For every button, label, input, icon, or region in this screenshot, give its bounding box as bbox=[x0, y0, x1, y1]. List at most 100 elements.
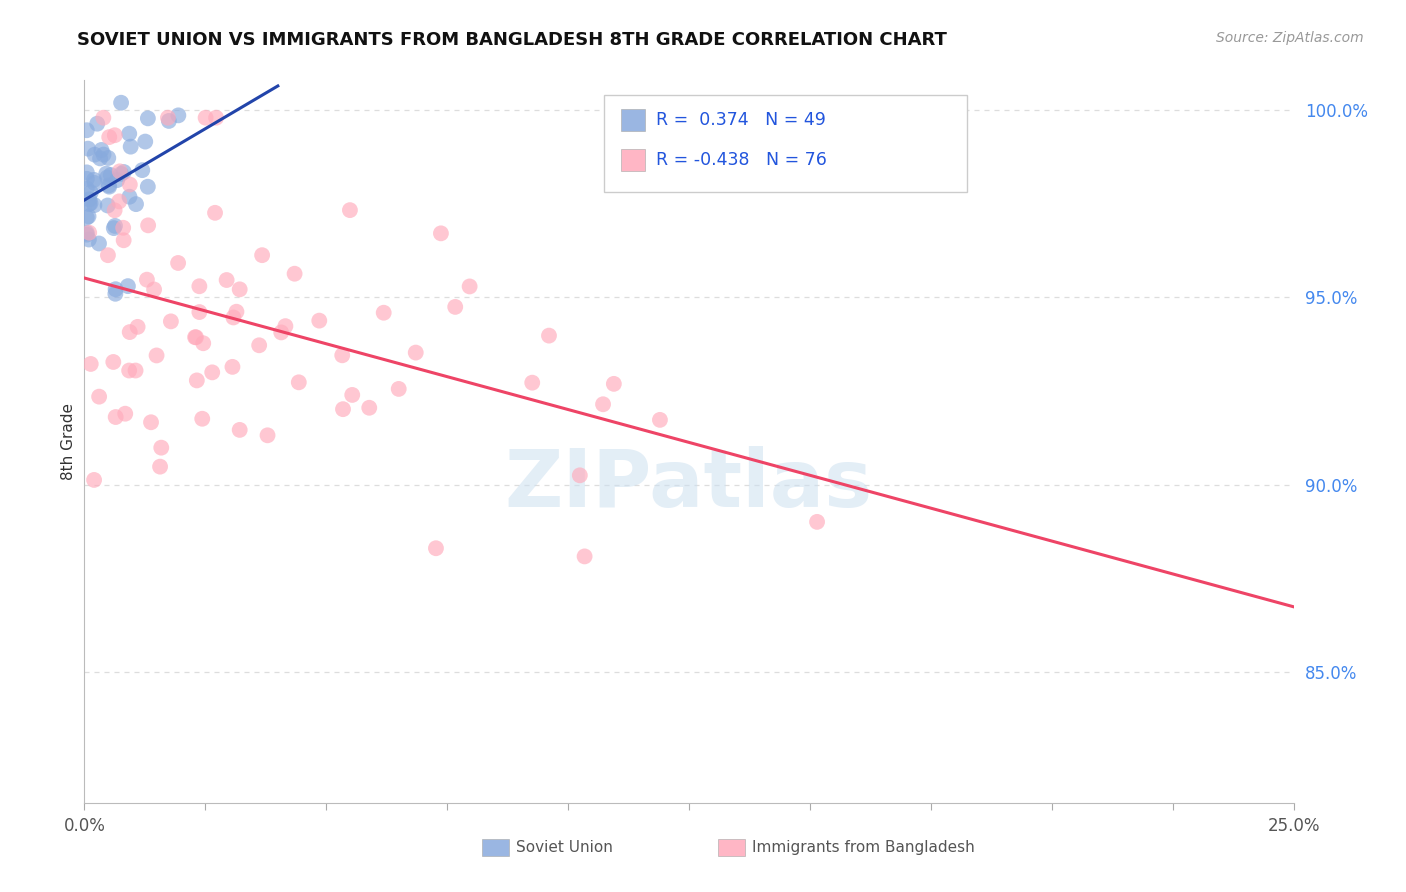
Point bbox=[118, 127, 141, 141]
Point bbox=[90, 143, 112, 157]
Point bbox=[118, 325, 141, 339]
Point bbox=[108, 164, 131, 178]
Point bbox=[150, 441, 173, 455]
Point bbox=[458, 279, 481, 293]
Point bbox=[603, 376, 626, 391]
Point bbox=[104, 219, 127, 233]
Text: ZIPatlas: ZIPatlas bbox=[505, 446, 873, 524]
Point bbox=[405, 345, 427, 359]
Point bbox=[98, 179, 121, 194]
Point bbox=[191, 411, 214, 425]
Point bbox=[184, 330, 207, 344]
Point bbox=[136, 219, 159, 233]
Point bbox=[135, 273, 157, 287]
Point bbox=[89, 152, 111, 166]
Point bbox=[97, 198, 120, 212]
Point bbox=[104, 282, 127, 296]
Point bbox=[89, 390, 111, 404]
Point bbox=[188, 279, 211, 293]
Point bbox=[156, 111, 179, 125]
Point bbox=[256, 428, 278, 442]
Point bbox=[194, 111, 217, 125]
Point bbox=[83, 473, 105, 487]
Point bbox=[76, 211, 98, 225]
Text: Immigrants from Bangladesh: Immigrants from Bangladesh bbox=[752, 840, 974, 855]
Point bbox=[104, 410, 127, 425]
Point bbox=[204, 206, 226, 220]
Point bbox=[98, 130, 121, 145]
Point bbox=[136, 112, 159, 126]
Point bbox=[103, 221, 125, 235]
Point bbox=[76, 181, 98, 195]
Point bbox=[373, 306, 395, 320]
Point bbox=[228, 282, 250, 296]
Point bbox=[145, 348, 167, 362]
Point bbox=[118, 178, 141, 192]
Point bbox=[201, 365, 224, 379]
Point bbox=[222, 310, 245, 325]
Point bbox=[83, 176, 105, 190]
Point bbox=[80, 186, 103, 200]
Point bbox=[77, 197, 100, 211]
Point bbox=[108, 194, 131, 209]
Point bbox=[193, 336, 215, 351]
Point bbox=[288, 376, 311, 390]
Point bbox=[250, 248, 273, 262]
Point bbox=[97, 248, 120, 262]
Point bbox=[160, 314, 183, 328]
Point bbox=[330, 348, 353, 362]
Point bbox=[105, 173, 128, 187]
Point bbox=[93, 147, 115, 161]
FancyBboxPatch shape bbox=[621, 149, 645, 170]
Point bbox=[247, 338, 270, 352]
FancyBboxPatch shape bbox=[621, 109, 645, 131]
Point bbox=[136, 179, 159, 194]
Point bbox=[80, 357, 103, 371]
Text: Soviet Union: Soviet Union bbox=[516, 840, 613, 855]
Point bbox=[308, 313, 330, 327]
Point bbox=[444, 300, 467, 314]
Point bbox=[131, 163, 153, 178]
Point bbox=[215, 273, 238, 287]
Point bbox=[77, 226, 100, 240]
Point bbox=[143, 283, 166, 297]
Text: R = -0.438   N = 76: R = -0.438 N = 76 bbox=[657, 151, 827, 169]
Point bbox=[124, 363, 146, 377]
Point bbox=[149, 459, 172, 474]
Point bbox=[225, 304, 247, 318]
Point bbox=[76, 171, 98, 186]
Point bbox=[118, 190, 141, 204]
Point bbox=[188, 305, 211, 319]
Point bbox=[87, 236, 110, 251]
Point bbox=[112, 220, 135, 235]
Point bbox=[83, 198, 105, 212]
Point bbox=[76, 227, 98, 242]
Point bbox=[76, 226, 98, 240]
Point bbox=[425, 541, 447, 556]
Point bbox=[574, 549, 596, 564]
Point bbox=[270, 326, 292, 340]
Point bbox=[339, 203, 361, 218]
Point bbox=[79, 192, 101, 206]
Point bbox=[103, 355, 125, 369]
Point bbox=[110, 95, 132, 110]
Text: Source: ZipAtlas.com: Source: ZipAtlas.com bbox=[1216, 31, 1364, 45]
FancyBboxPatch shape bbox=[718, 838, 745, 856]
Point bbox=[83, 173, 105, 187]
Point bbox=[592, 397, 614, 411]
Point bbox=[104, 286, 127, 301]
Point bbox=[86, 117, 108, 131]
Point bbox=[97, 178, 120, 193]
Point bbox=[332, 402, 354, 417]
Point bbox=[93, 111, 115, 125]
Point bbox=[77, 210, 100, 224]
Point bbox=[388, 382, 411, 396]
Point bbox=[97, 151, 120, 165]
Point bbox=[112, 233, 135, 247]
Point bbox=[537, 328, 560, 343]
Point bbox=[186, 373, 208, 387]
Point bbox=[522, 376, 544, 390]
Point bbox=[184, 330, 207, 344]
Point bbox=[76, 123, 98, 137]
Point bbox=[127, 319, 149, 334]
